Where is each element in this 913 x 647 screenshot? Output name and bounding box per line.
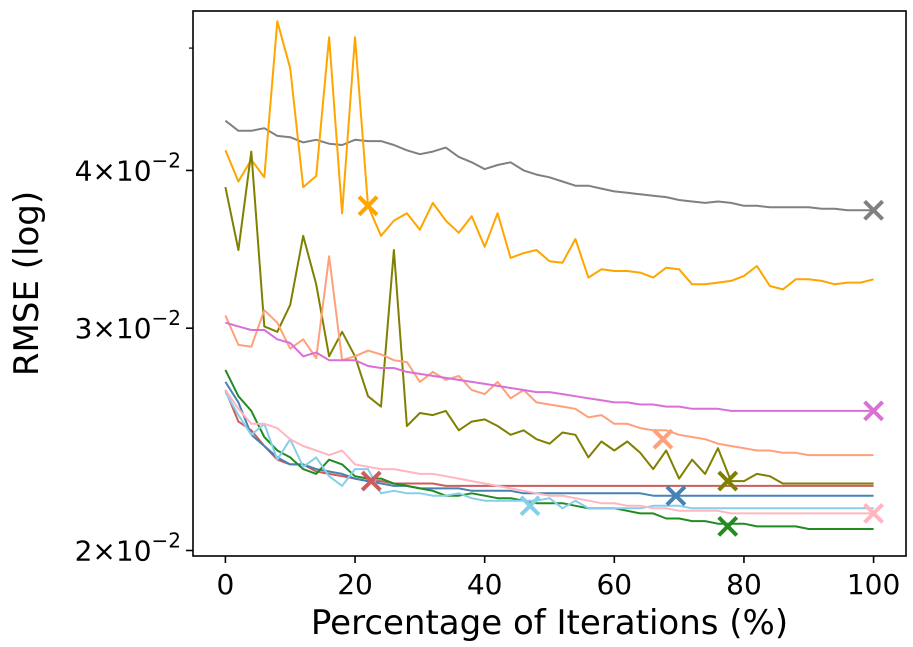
series-line-6 (224, 389, 874, 487)
best-marker-5 (863, 400, 885, 422)
best-marker-1 (863, 199, 885, 221)
y-tick-label: 3×10−2 (75, 306, 181, 345)
x-axis-ticks: 0 20 40 60 80 100 (216, 556, 900, 601)
best-marker-stroke (717, 470, 739, 492)
y-tick-label: 2×10−2 (75, 528, 181, 567)
x-tick-label: 80 (726, 568, 762, 601)
best-marker-stroke (652, 428, 674, 450)
series-line-2 (224, 20, 874, 291)
x-tick-label: 20 (337, 568, 373, 601)
y-axis-label: RMSE (log) (7, 191, 47, 376)
best-marker-2 (357, 195, 379, 217)
best-marker-stroke (519, 495, 541, 517)
best-marker-stroke (863, 502, 885, 524)
x-tick-label: 40 (467, 568, 503, 601)
best-marker-stroke (360, 470, 382, 492)
best-marker-7 (665, 485, 687, 507)
series-line-4 (224, 255, 874, 457)
best-marker-3 (717, 470, 739, 492)
best-marker-stroke (717, 515, 739, 537)
best-marker-layer (357, 195, 885, 537)
series-line-9 (224, 391, 874, 510)
best-marker-stroke (357, 195, 379, 217)
y-axis-ticks: 2×10−2 3×10−2 4×10−2 (75, 47, 193, 567)
best-marker-stroke (863, 400, 885, 422)
x-tick-label: 0 (216, 568, 234, 601)
series-line-7 (224, 381, 874, 497)
series-line-1 (224, 119, 874, 212)
plot-frame (192, 10, 907, 557)
series-line-3 (224, 150, 874, 485)
series-line-5 (225, 321, 874, 412)
best-marker-9 (519, 495, 541, 517)
best-marker-stroke (863, 199, 885, 221)
x-axis-label: Percentage of Iterations (%) (311, 603, 788, 643)
x-tick-label: 60 (596, 568, 632, 601)
series-line-10 (224, 389, 874, 515)
best-marker-4 (652, 428, 674, 450)
series-line-8 (224, 369, 874, 530)
x-tick-label: 100 (847, 568, 900, 601)
best-marker-10 (863, 502, 885, 524)
y-tick-label: 4×10−2 (75, 148, 181, 187)
best-marker-stroke (665, 485, 687, 507)
best-marker-6 (360, 470, 382, 492)
best-marker-8 (717, 515, 739, 537)
series-layer (224, 20, 874, 530)
